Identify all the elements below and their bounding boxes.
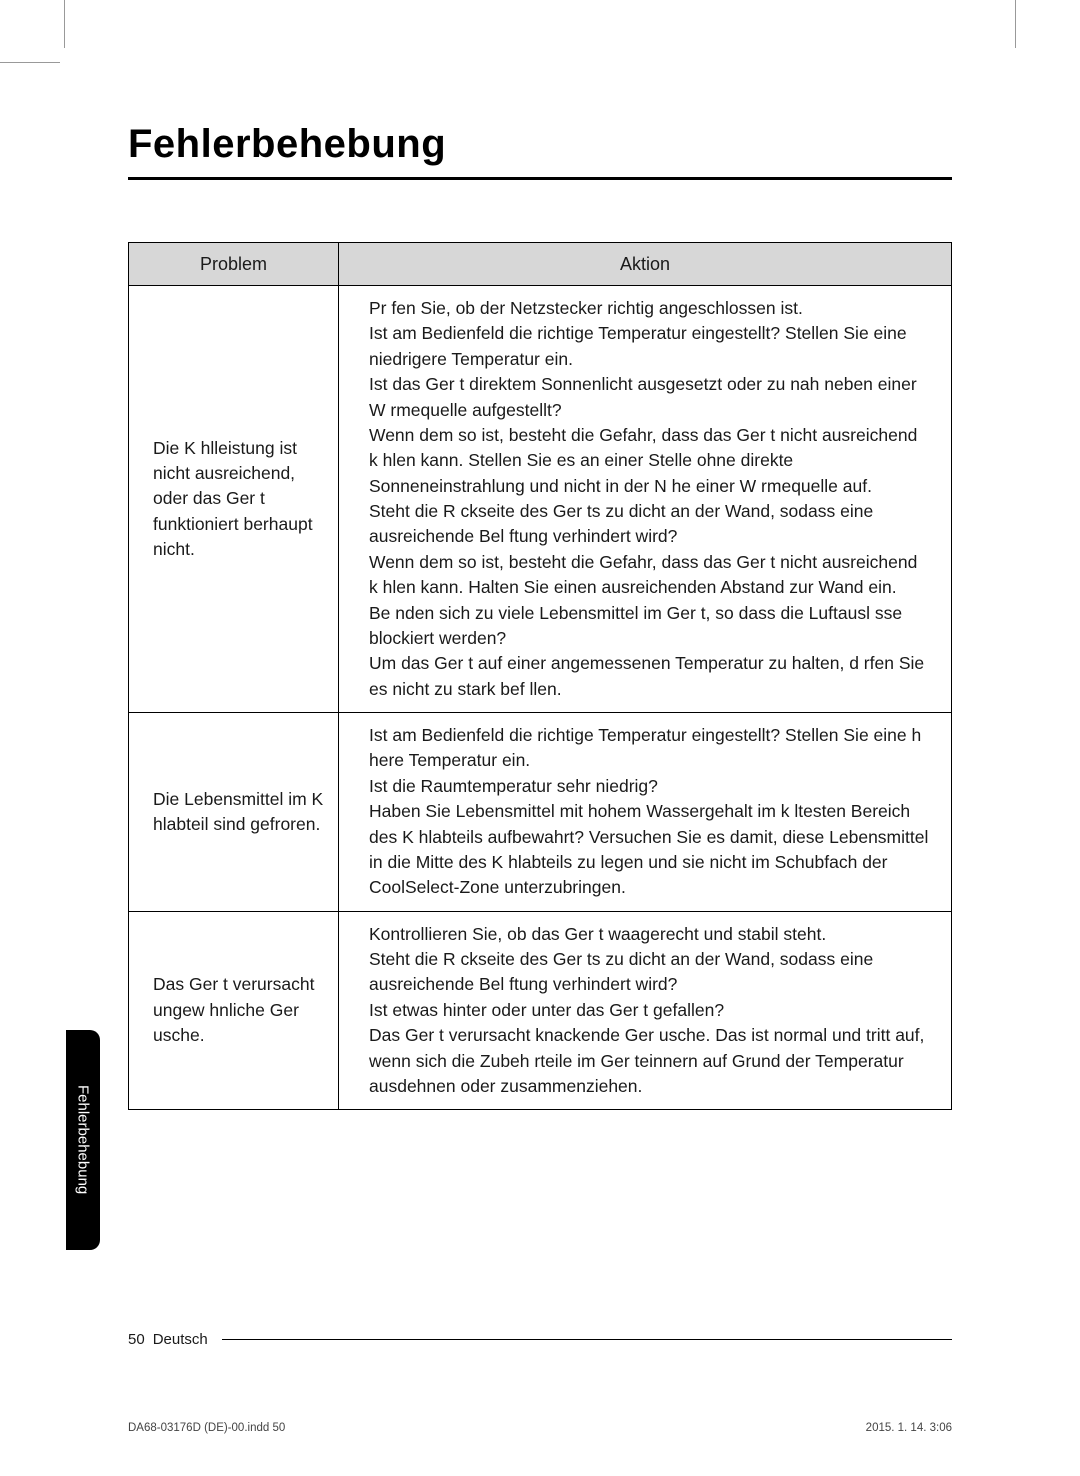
cell-problem: Die K hlleistung ist nicht ausreichend, … xyxy=(129,286,339,713)
table-row: Die K hlleistung ist nicht ausreichend, … xyxy=(129,286,952,713)
table-row: Die Lebensmittel im K hlabteil sind gefr… xyxy=(129,713,952,912)
section-tab: Fehlerbehebung xyxy=(66,1030,100,1250)
footer-rule xyxy=(222,1339,952,1340)
col-header-aktion: Aktion xyxy=(339,243,952,286)
cell-aktion: Kontrollieren Sie, ob das Ger t waagerec… xyxy=(339,911,952,1110)
crop-mark xyxy=(1015,0,1033,48)
section-tab-label: Fehlerbehebung xyxy=(75,1085,92,1194)
title-rule xyxy=(128,177,952,180)
meta-file: DA68-03176D (DE)-00.indd 50 xyxy=(128,1422,285,1434)
cell-problem: Das Ger t verursacht ungew hnliche Ger u… xyxy=(129,911,339,1110)
crop-mark xyxy=(47,0,65,48)
print-meta: DA68-03176D (DE)-00.indd 50 2015. 1. 14.… xyxy=(128,1422,952,1434)
page-number: 50 xyxy=(128,1331,145,1348)
meta-timestamp: 2015. 1. 14. 3:06 xyxy=(866,1422,952,1434)
page-language: Deutsch xyxy=(153,1331,208,1348)
cell-aktion: Ist am Bedienfeld die richtige Temperatu… xyxy=(339,713,952,912)
col-header-problem: Problem xyxy=(129,243,339,286)
page-footer: 50 Deutsch xyxy=(128,1331,952,1348)
troubleshooting-table: Problem Aktion Die K hlleistung ist nich… xyxy=(128,242,952,1110)
crop-mark xyxy=(0,45,60,63)
page-title: Fehlerbehebung xyxy=(128,122,952,177)
cell-problem: Die Lebensmittel im K hlabteil sind gefr… xyxy=(129,713,339,912)
page-content: Fehlerbehebung Problem Aktion Die K hlle… xyxy=(128,122,952,1110)
table-row: Das Ger t verursacht ungew hnliche Ger u… xyxy=(129,911,952,1110)
cell-aktion: Pr fen Sie, ob der Netzstecker richtig a… xyxy=(339,286,952,713)
